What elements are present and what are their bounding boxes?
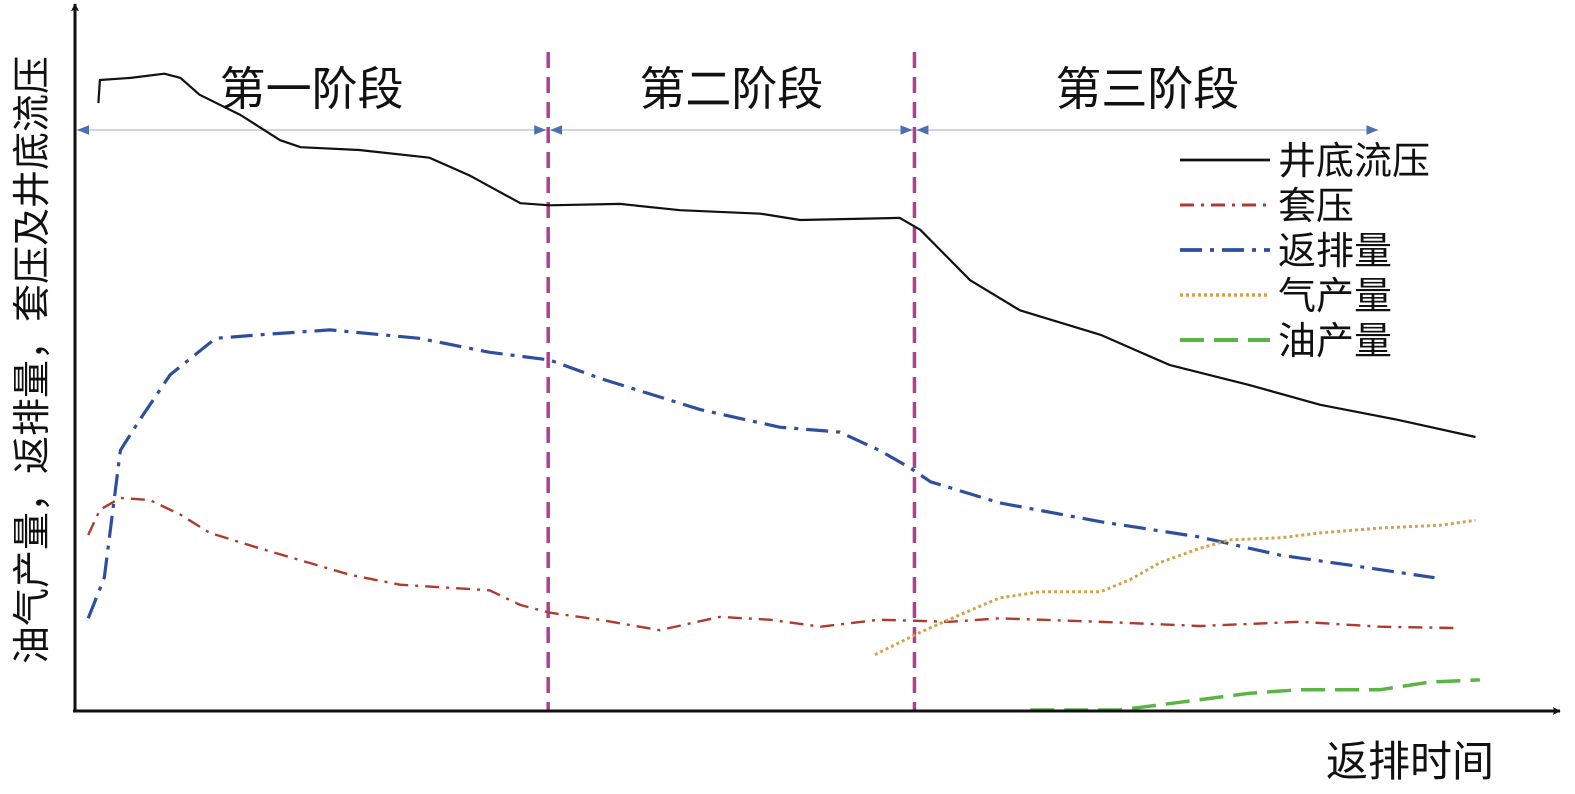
legend-label-3: 返排量 xyxy=(1278,229,1392,273)
stage-layer: 第一阶段 第二阶段 第三阶段 xyxy=(77,52,1379,710)
stage-label-2: 第二阶段 xyxy=(639,62,823,116)
series-line-4 xyxy=(874,518,1476,657)
series-line-2 xyxy=(87,496,1460,632)
legend-label-1: 井底流压 xyxy=(1278,139,1430,183)
stage-label-1: 第一阶段 xyxy=(220,62,404,116)
series-line-1 xyxy=(97,72,1476,439)
legend-label-2: 套压 xyxy=(1278,184,1354,228)
x-axis-label: 返排时间 xyxy=(1326,737,1494,786)
y-axis-label: 油气产量，返排量，套压及井底流压 xyxy=(10,56,54,664)
legend-label-4: 气产量 xyxy=(1278,274,1392,318)
series-line-3 xyxy=(86,328,1435,619)
legend-label-5: 油产量 xyxy=(1278,319,1392,363)
stage-label-3: 第三阶段 xyxy=(1055,62,1239,116)
series-layer xyxy=(86,72,1480,712)
series-line-5 xyxy=(1030,678,1480,712)
